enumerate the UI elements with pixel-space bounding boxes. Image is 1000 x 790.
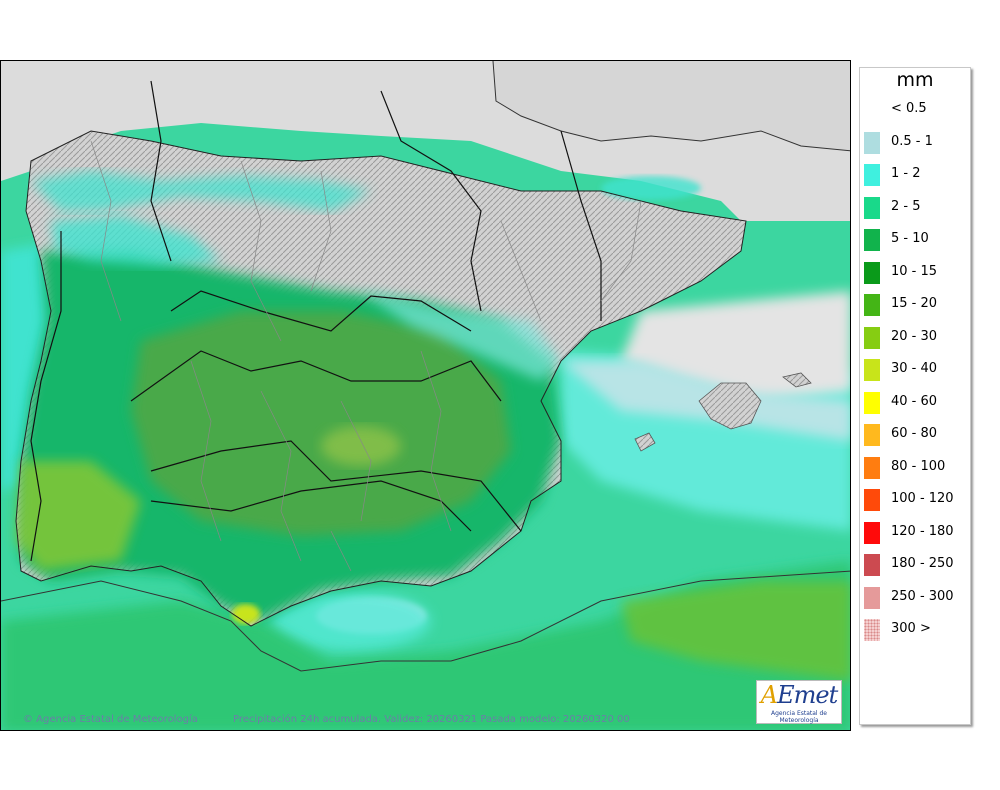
logo-subtitle: Agencia Estatal de Meteorología: [770, 710, 827, 724]
legend-label: 20 - 30: [891, 328, 938, 344]
legend-label: 80 - 100: [891, 458, 946, 474]
legend-item: 300 >: [860, 618, 970, 642]
west-yellow: [16, 461, 141, 571]
legend-label: < 0.5: [891, 101, 927, 116]
legend-swatch: [864, 131, 880, 154]
legend-label: 250 - 300: [891, 588, 954, 604]
province-borders: [90, 140, 642, 572]
legend-item: 80 - 100: [860, 456, 970, 480]
legend-item: 15 - 20: [860, 293, 970, 317]
legend-label: 100 - 120: [891, 491, 954, 506]
catalonia-cyan: [601, 176, 701, 200]
legend-label: 1 - 2: [891, 166, 921, 181]
legend-label: 5 - 10: [891, 231, 929, 246]
legend-item: 30 - 40: [860, 358, 970, 382]
legend-swatch: [864, 359, 880, 381]
copyright-credit: © Agencia Estatal de Meteorología: [23, 714, 198, 725]
legend-title: mm: [896, 69, 934, 91]
legend-item: 2 - 5: [860, 196, 970, 220]
legend-item: 10 - 15: [860, 261, 970, 285]
iberia-precip-core: [131, 311, 511, 536]
north-cyan-band: [31, 171, 371, 211]
legend-item: 5 - 10: [860, 228, 970, 252]
precipitation-legend: mm < 0.5 0.5 - 1 1 - 2 2 - 5 5 - 10 10 - 15 15…: [859, 67, 971, 725]
legend-swatch: [864, 164, 880, 186]
legend-item: 180 - 250: [860, 553, 970, 577]
aemet-logo: AEmet Agencia Estatal de Meteorología: [756, 680, 842, 724]
coastline: [15, 130, 747, 627]
legend-swatch: [864, 261, 880, 284]
legend-item: 120 - 180: [860, 521, 970, 545]
malaga-peak: [232, 604, 260, 624]
legend-label: 60 - 80: [891, 426, 938, 441]
legend-item: 250 - 300: [860, 586, 970, 610]
legend-swatch: [864, 229, 880, 251]
legend-label: 30 - 40: [891, 361, 938, 376]
legend-swatch: [864, 521, 880, 544]
alboran-cyan: [271, 591, 431, 651]
legend-swatch: [864, 424, 880, 446]
legend-item: 100 - 120: [860, 488, 970, 512]
legend-item: 40 - 60: [860, 391, 970, 415]
legend-label: 15 - 20: [891, 296, 938, 311]
regional-borders: [30, 80, 602, 562]
legend-swatch: [864, 554, 880, 576]
legend-item: 1 - 2: [860, 163, 970, 187]
galicia-cyan: [51, 216, 221, 266]
legend-label: 40 - 60: [891, 393, 938, 409]
legend-label: 300 >: [891, 621, 931, 636]
legend-item: < 0.5: [860, 98, 970, 122]
legend-item: 0.5 - 1: [860, 131, 970, 155]
ibiza: [634, 432, 656, 452]
france-land: [493, 61, 850, 151]
legend-swatch: [864, 586, 880, 609]
precipitation-map[interactable]: © Agencia Estatal de Meteorología Precip…: [0, 60, 851, 731]
center-yellow: [321, 426, 401, 466]
africa-coast: [1, 570, 850, 672]
legend-label: 120 - 180: [891, 523, 954, 539]
legend-label: 2 - 5: [891, 198, 921, 214]
legend-swatch: [864, 489, 880, 511]
legend-item: 60 - 80: [860, 423, 970, 447]
legend-item: 20 - 30: [860, 326, 970, 350]
legend-swatch: [864, 456, 880, 479]
legend-swatch: [864, 391, 880, 414]
validity-caption: Precipitación 24h acumulada. Validez: 20…: [233, 714, 630, 725]
legend-swatch: [864, 619, 880, 641]
africa-precip: [1, 561, 850, 730]
legend-swatch: [864, 294, 880, 316]
legend-label: 10 - 15: [891, 263, 938, 279]
legend-swatch: [864, 99, 880, 121]
legend-swatch: [864, 326, 880, 349]
ebro-cyan: [361, 291, 561, 381]
legend-label: 180 - 250: [891, 556, 954, 571]
menorca: [782, 372, 812, 388]
logo-wordmark: AEmet: [760, 681, 838, 709]
mallorca: [698, 382, 762, 430]
legend-swatch: [864, 196, 880, 219]
france-coast: [492, 61, 850, 152]
map-canvas: [1, 61, 850, 730]
legend-label: 0.5 - 1: [891, 133, 933, 149]
africa-yellow-patch: [621, 581, 850, 681]
